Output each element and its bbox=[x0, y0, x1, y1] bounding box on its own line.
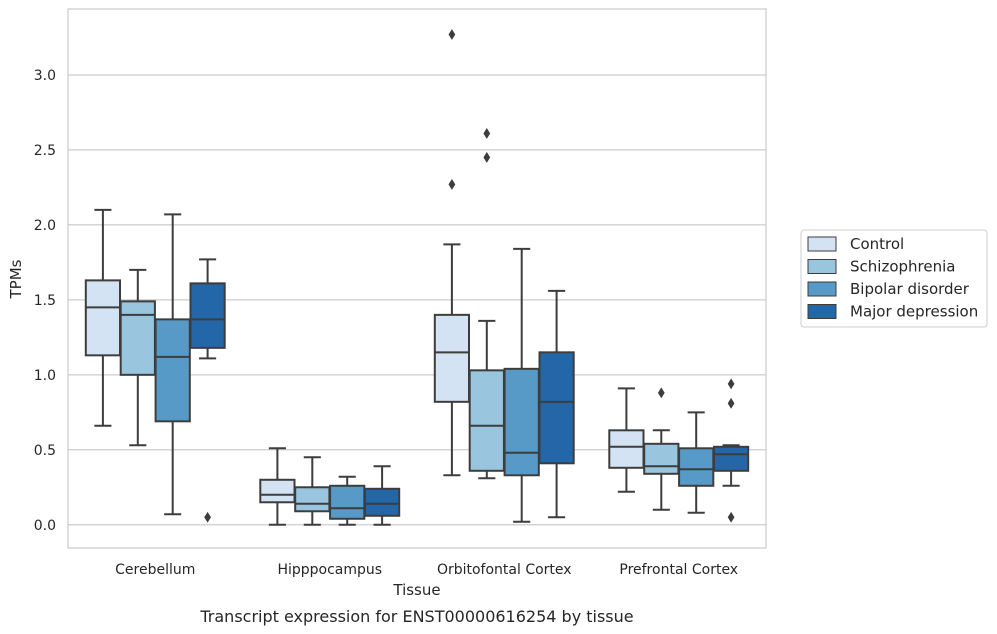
outlier-point bbox=[727, 511, 735, 523]
box-iqr bbox=[503, 367, 540, 477]
outlier-point bbox=[448, 29, 456, 40]
y-tick-label: 3.0 bbox=[34, 68, 56, 84]
legend-label: Schizophrenia bbox=[850, 258, 955, 276]
outlier-point bbox=[727, 378, 735, 390]
box-group bbox=[538, 289, 575, 519]
legend-swatch bbox=[807, 281, 837, 297]
legend-label: Bipolar disorder bbox=[850, 280, 970, 298]
box-iqr bbox=[643, 442, 680, 475]
box-iqr bbox=[712, 445, 750, 472]
x-tick-label: Hipppocampus bbox=[277, 562, 382, 578]
legend-label: Control bbox=[850, 235, 904, 253]
legend-swatch bbox=[807, 304, 837, 319]
box-iqr bbox=[119, 300, 156, 376]
box-group bbox=[643, 387, 680, 511]
box-iqr bbox=[84, 279, 122, 357]
box-iqr bbox=[259, 478, 296, 504]
box-group bbox=[119, 268, 156, 447]
y-tick-label: 1.0 bbox=[34, 368, 56, 384]
x-tick-label: Prefrontal Cortex bbox=[619, 562, 738, 578]
outlier-point bbox=[204, 511, 211, 523]
plot-frame bbox=[67, 8, 767, 549]
box-iqr bbox=[468, 369, 505, 472]
outlier-point bbox=[727, 397, 735, 409]
box-group bbox=[433, 29, 471, 477]
box-group bbox=[503, 247, 540, 523]
box-series-layer bbox=[84, 29, 750, 526]
outlier-point bbox=[483, 152, 491, 163]
box-iqr bbox=[294, 486, 331, 513]
y-tick-label: 2.5 bbox=[34, 143, 56, 159]
box-group bbox=[154, 213, 191, 516]
box-group bbox=[189, 258, 226, 523]
legend-frame bbox=[800, 229, 988, 328]
box-iqr bbox=[433, 313, 471, 403]
box-iqr bbox=[678, 447, 715, 487]
x-tick-label: Cerebellum bbox=[115, 562, 195, 578]
box-group bbox=[608, 387, 645, 493]
y-tick-label: 1.5 bbox=[34, 293, 56, 309]
y-axis-label: TPMs bbox=[7, 259, 25, 299]
box-group bbox=[363, 465, 401, 526]
box-iqr bbox=[363, 487, 401, 517]
box-group bbox=[329, 475, 366, 526]
box-iqr bbox=[329, 484, 366, 520]
y-tick-label: 2.0 bbox=[34, 218, 56, 234]
x-tick-label: Orbitofontal Cortex bbox=[437, 562, 572, 578]
x-axis-label: Tissue bbox=[392, 581, 440, 599]
legend-swatch bbox=[807, 236, 837, 252]
box-iqr bbox=[608, 429, 645, 469]
box-group bbox=[678, 411, 715, 514]
x-tick-labels: Cerebellum Hipppocampus Orbitofontal Corte… bbox=[115, 562, 738, 578]
outlier-point bbox=[483, 128, 491, 139]
outlier-point bbox=[448, 179, 456, 190]
y-tick-labels: 0.0 0.5 1.0 1.5 2.0 2.5 3.0 bbox=[34, 68, 56, 534]
box-group bbox=[712, 378, 750, 523]
box-group bbox=[468, 128, 505, 480]
box-group bbox=[259, 447, 296, 526]
legend-label: Major depression bbox=[850, 303, 978, 321]
box-group bbox=[294, 456, 331, 526]
box-iqr bbox=[538, 351, 575, 465]
box-iqr bbox=[154, 318, 191, 423]
chart-caption: Transcript expression for ENST0000061625… bbox=[199, 607, 633, 626]
box-group bbox=[84, 208, 122, 427]
y-tick-label: 0.0 bbox=[34, 518, 56, 534]
legend-swatch bbox=[807, 259, 837, 274]
box-iqr bbox=[189, 282, 226, 349]
y-tick-label: 0.5 bbox=[34, 443, 56, 459]
legend: Control Schizophrenia Bipolar disorder Majo… bbox=[800, 229, 988, 328]
outlier-point bbox=[657, 387, 665, 399]
